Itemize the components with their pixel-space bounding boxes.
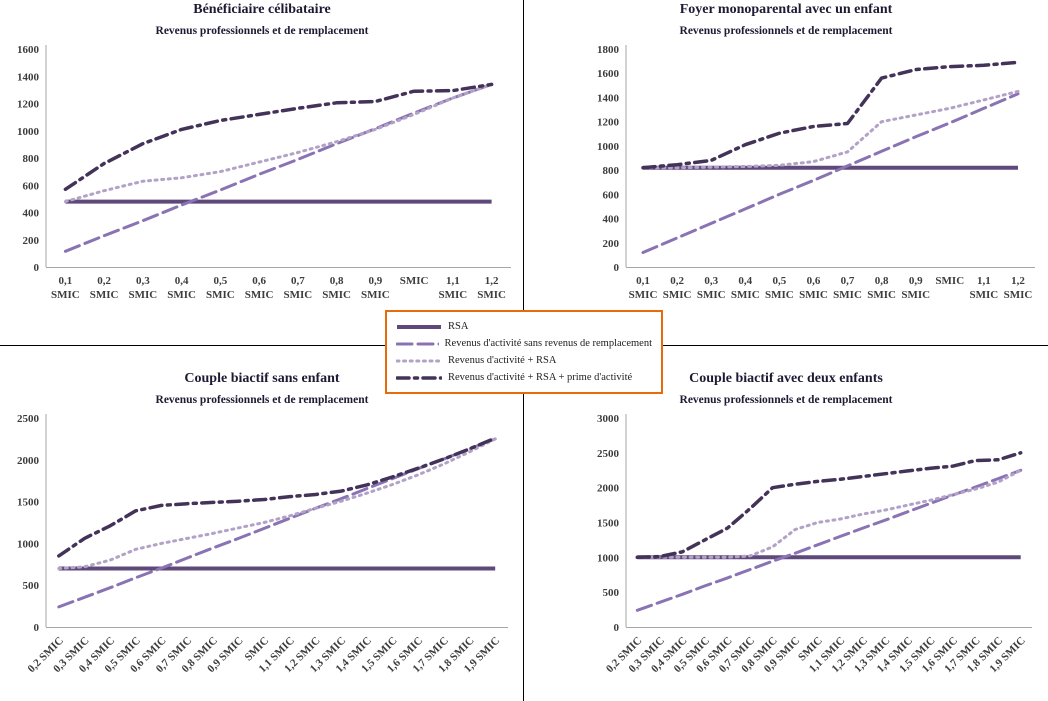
svg-text:0: 0: [614, 622, 620, 634]
chart-canvas-couple-two-children: 0 500 1000 1500 2000 2500 3000 0,2 SMIC 0,3 SMIC…: [580, 408, 1048, 695]
svg-text:1800: 1800: [597, 44, 620, 56]
rsa-line-sample-icon: [397, 324, 441, 329]
svg-text:500: 500: [23, 580, 40, 592]
svg-text:1600: 1600: [597, 68, 620, 80]
activity-rsa-prime-line-sample-icon: [396, 375, 442, 380]
chart-panel-single-person: Bénéficiaire célibataire Revenus profess…: [0, 0, 524, 345]
svg-text:2000: 2000: [17, 455, 40, 467]
chart-subtitle: Revenus professionnels et de remplacemen…: [155, 394, 369, 406]
svg-text:1600: 1600: [17, 44, 40, 56]
svg-text:1500: 1500: [597, 518, 620, 530]
svg-text:1000: 1000: [597, 141, 620, 153]
svg-text:400: 400: [23, 208, 40, 220]
chart-legend: RSA Revenus d'activité sans revenus de r…: [385, 310, 663, 394]
svg-text:500: 500: [603, 587, 620, 599]
svg-text:1000: 1000: [597, 552, 620, 564]
svg-text:1000: 1000: [17, 126, 40, 138]
svg-text:1000: 1000: [17, 538, 40, 550]
chart-subtitle: Revenus professionnels et de remplacemen…: [679, 394, 893, 406]
chart-panel-couple-two-children: Couple biactif avec deux enfants Revenus…: [524, 346, 1048, 701]
legend-item-activity-rsa-prime: Revenus d'activité + RSA + prime d'activ…: [396, 369, 652, 386]
chart-canvas-couple-no-child: 0 500 1000 1500 2000 2500 0,2 SMIC 0,3 SMIC 0,4 …: [0, 408, 524, 695]
chart-subtitle: Revenus professionnels et de remplacemen…: [679, 25, 893, 37]
legend-label: Revenus d'activité + RSA + prime d'activ…: [448, 372, 633, 383]
svg-text:1200: 1200: [17, 99, 40, 111]
chart-title: Foyer monoparental avec un enfant: [679, 2, 893, 17]
legend-item-activity: Revenus d'activité sans revenus de rempl…: [396, 335, 652, 352]
chart-panel-single-parent: Foyer monoparental avec un enfant Revenu…: [524, 0, 1048, 345]
svg-text:2000: 2000: [597, 483, 620, 495]
chart-subtitle: Revenus professionnels et de remplacemen…: [155, 25, 369, 37]
svg-text:SMIC: SMIC: [400, 275, 429, 287]
chart-title: Couple biactif avec deux enfants: [689, 371, 883, 386]
svg-text:200: 200: [603, 238, 620, 250]
legend-label: RSA: [448, 321, 469, 332]
legend-label: Revenus d'activité + RSA: [448, 355, 557, 366]
svg-text:0: 0: [34, 262, 40, 274]
legend-label: Revenus d'activité sans revenus de rempl…: [444, 338, 652, 349]
activity-line-sample-icon: [396, 342, 439, 345]
svg-text:600: 600: [23, 180, 40, 192]
svg-text:400: 400: [603, 214, 620, 226]
chart-canvas-single-parent: 0 200 400 600 800 1000 1200 1400 1600 1800 0,1 SMIC…: [580, 39, 1048, 311]
svg-text:600: 600: [603, 189, 620, 201]
svg-text:3000: 3000: [597, 413, 620, 425]
svg-text:2500: 2500: [17, 413, 40, 425]
svg-text:1200: 1200: [597, 117, 620, 129]
chart-title: Bénéficiaire célibataire: [193, 2, 331, 17]
chart-panel-couple-no-child: Couple biactif sans enfant Revenus profe…: [0, 346, 524, 701]
svg-text:1400: 1400: [17, 71, 40, 83]
svg-text:SMIC: SMIC: [935, 275, 964, 287]
svg-text:800: 800: [603, 165, 620, 177]
legend-item-rsa: RSA: [396, 318, 652, 335]
chart-canvas-single-person: 0 200 400 600 800 1000 1200 1400 1600 0,1 SMIC 0,2 S…: [0, 39, 524, 311]
svg-text:1500: 1500: [17, 497, 40, 509]
legend-item-activity-rsa: Revenus d'activité + RSA: [396, 352, 652, 369]
svg-text:200: 200: [23, 235, 40, 247]
svg-text:0: 0: [34, 622, 40, 634]
svg-text:1400: 1400: [597, 92, 620, 104]
svg-text:2500: 2500: [597, 448, 620, 460]
chart-title: Couple biactif sans enfant: [184, 371, 340, 386]
svg-text:800: 800: [23, 153, 40, 165]
activity-rsa-line-sample-icon: [396, 359, 442, 362]
svg-text:0: 0: [614, 262, 620, 274]
